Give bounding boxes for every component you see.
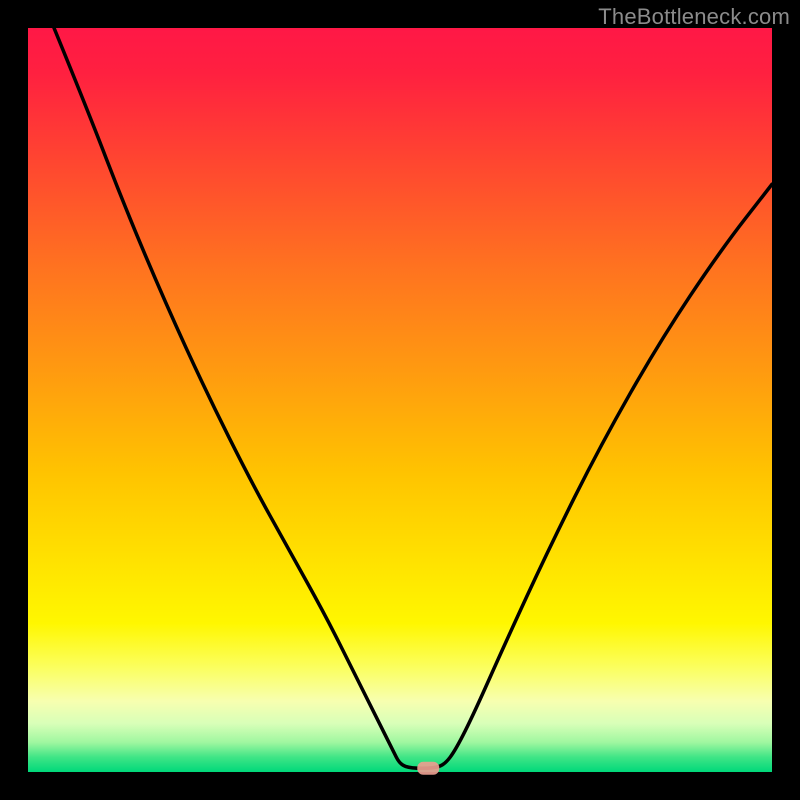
watermark-text: TheBottleneck.com (598, 4, 790, 30)
bottleneck-chart-svg (0, 0, 800, 800)
optimal-marker (417, 762, 439, 775)
chart-canvas: { "watermark": { "text": "TheBottleneck.… (0, 0, 800, 800)
chart-background (28, 28, 772, 772)
